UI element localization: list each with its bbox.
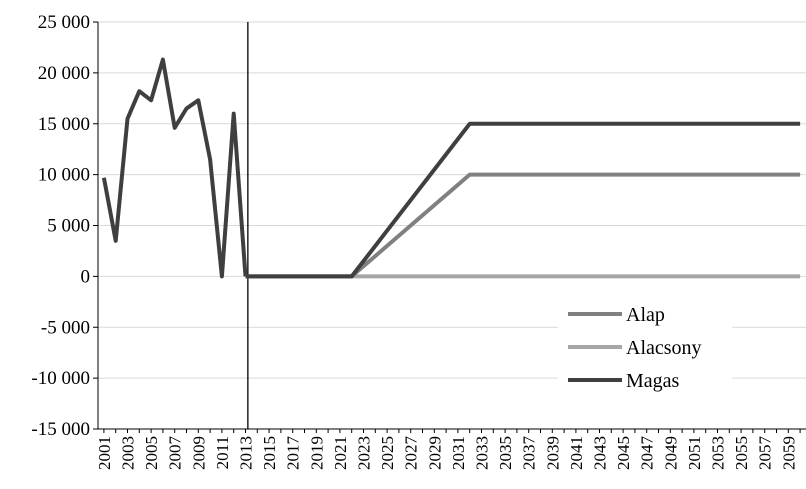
x-tick-label: 2035 [496,436,515,470]
historical-line [101,57,248,279]
x-tick-label: 2021 [331,436,350,470]
x-tick-label: 2033 [473,436,492,470]
x-tick-label: 2001 [95,436,114,470]
x-tick-label: 2049 [661,436,680,470]
x-tick-label: 2023 [355,436,374,470]
y-tick-label: -5 000 [41,317,90,338]
legend: Alap Alacsony Magas [558,295,732,400]
legend-label-alacsony: Alacsony [626,337,702,359]
y-tick-label: 20 000 [38,63,90,84]
x-tick-label: 2003 [119,436,138,470]
series-lines [101,57,801,279]
x-tick-label: 2019 [307,436,326,470]
x-tick-label: 2043 [591,436,610,470]
y-tick-label: -15 000 [31,419,90,440]
x-tick-label: 2029 [425,436,444,470]
x-tick-label: 2045 [614,436,633,470]
x-tick-label: 2027 [402,436,421,471]
x-tick-label: 2047 [638,436,657,471]
x-tick-label: 2057 [756,436,775,471]
x-tick-label: 2053 [709,436,728,470]
x-tick-label: 2007 [166,436,185,471]
x-tick-label: 2039 [543,436,562,470]
x-tick-label: 2031 [449,436,468,470]
x-tick-label: 2005 [142,436,161,470]
legend-label-magas: Magas [626,370,680,392]
x-tick-label: 2015 [260,436,279,470]
legend-label-alap: Alap [626,304,665,326]
x-tick-label: 2011 [213,436,232,469]
x-tick-label: 2009 [189,436,208,470]
y-tick-label: 10 000 [38,165,90,186]
x-tick-label: 2017 [284,436,303,471]
x-tick-label: 2055 [732,436,751,470]
axes: -15 000 -10 000 -5 000 0 5 000 10 000 15 000 20… [31,12,806,470]
y-tick-label: 5 000 [47,216,90,237]
x-tick-label: 2037 [520,436,539,471]
x-tick-label: 2025 [378,436,397,470]
x-tick-label: 2059 [779,436,798,470]
y-tick-label: 15 000 [38,114,90,135]
x-tick-label: 2013 [237,436,256,470]
y-tick-label: 0 [81,266,91,287]
y-tick-label: 25 000 [38,12,90,33]
x-tick-label: 2051 [685,436,704,470]
y-tick-label: -10 000 [31,368,90,389]
x-tick-label: 2041 [567,436,586,470]
series-line-magas [245,121,801,279]
